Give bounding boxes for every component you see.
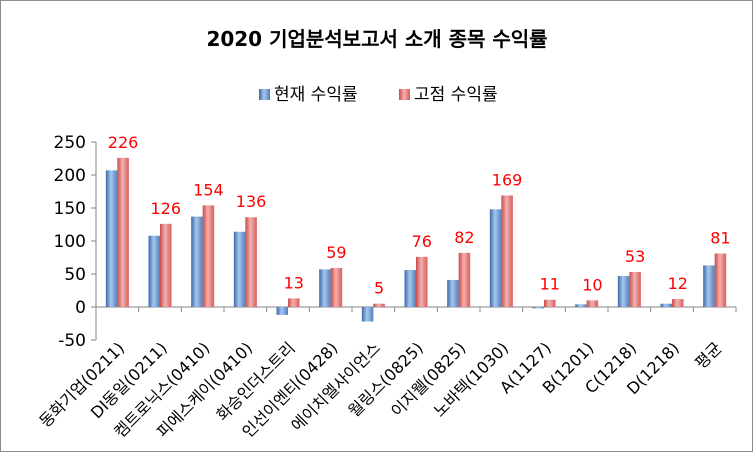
bar-peak [373, 303, 385, 307]
legend-label-peak: 고점 수익률 [414, 85, 498, 105]
bar-current [233, 231, 246, 307]
data-label: 154 [193, 180, 224, 199]
bar-peak [330, 268, 343, 307]
bar-peak [501, 195, 513, 307]
bar-current [361, 307, 374, 322]
bar-current [105, 170, 118, 307]
bar-current [148, 235, 160, 307]
data-label: 136 [236, 192, 267, 211]
category-labels: 동화기업(0211)DI동일(0211)켐트로닉스(0410)피에스케이(041… [35, 338, 725, 441]
y-tick-label: 200 [54, 166, 86, 186]
bar-current [660, 303, 672, 307]
y-tick-label: 0 [75, 298, 86, 318]
data-label: 5 [374, 279, 384, 298]
bar-peak [629, 272, 641, 307]
bar-current [191, 216, 203, 307]
data-label: 226 [108, 133, 139, 152]
data-label: 13 [284, 273, 304, 292]
y-tick-label: 50 [64, 265, 86, 285]
bar-peak [245, 217, 257, 307]
bar-current [276, 307, 288, 315]
bar-peak [458, 252, 471, 307]
data-label: 126 [150, 199, 181, 218]
data-label: 82 [454, 228, 474, 247]
bar-peak [416, 256, 428, 307]
legend-label-current: 현재 수익률 [274, 85, 358, 105]
bar-current [404, 270, 416, 307]
bar-current [703, 265, 715, 307]
data-label: 11 [540, 275, 560, 294]
data-label: 59 [326, 243, 346, 262]
bars [105, 157, 727, 322]
data-label: 81 [710, 229, 730, 248]
axes: 250 200 150 100 50 0 -50 [54, 133, 737, 351]
data-label: 76 [412, 232, 432, 251]
bar-current [489, 209, 502, 307]
bar-peak [586, 300, 599, 307]
y-tick-label: 150 [54, 199, 86, 219]
bar-current [617, 275, 630, 307]
data-label: 10 [582, 275, 602, 294]
bar-peak [288, 298, 300, 307]
y-tick-label: -50 [58, 331, 86, 351]
bar-peak [202, 205, 215, 307]
bar-peak [672, 299, 684, 307]
data-labels: 226 126 154 136 13 59 5 76 82 169 11 10 53 12 81 [108, 133, 731, 298]
legend-swatch-current [259, 89, 270, 100]
bar-peak [160, 223, 172, 307]
category-label: 평균 [691, 338, 725, 372]
bar-current [447, 279, 459, 307]
bar-current [532, 307, 544, 309]
legend-swatch-peak [399, 89, 410, 100]
y-tick-label: 250 [54, 133, 86, 153]
legend: 현재 수익률 고점 수익률 [259, 85, 498, 105]
bar-peak [544, 299, 556, 307]
chart-title: 2020 기업분석보고서 소개 종목 수익률 [206, 27, 547, 51]
data-label: 169 [492, 170, 523, 189]
y-tick-label: 100 [54, 232, 86, 252]
data-label: 53 [625, 247, 645, 266]
bar-current [319, 269, 331, 307]
bar-current [575, 304, 587, 307]
bar-peak [117, 157, 129, 307]
bar-peak [714, 253, 727, 307]
data-label: 12 [668, 274, 688, 293]
